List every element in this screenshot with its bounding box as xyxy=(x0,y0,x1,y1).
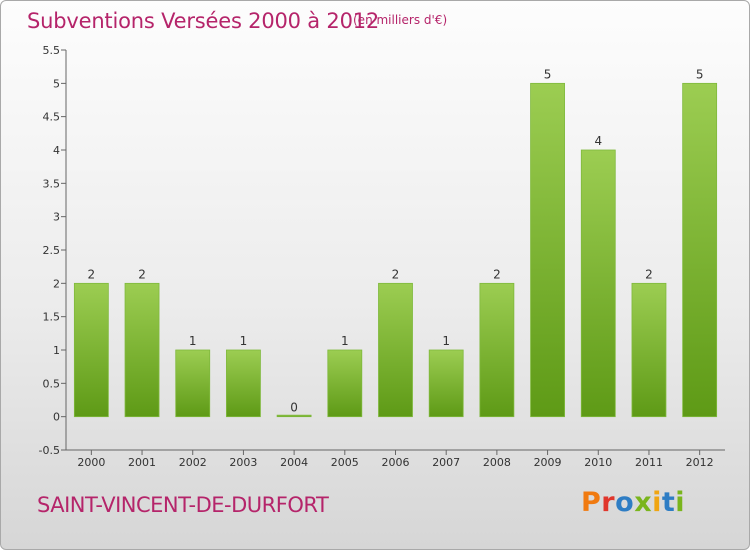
x-tick-label: 2002 xyxy=(179,456,207,469)
y-tick-label: 0.5 xyxy=(43,377,61,390)
data-label: 1 xyxy=(341,334,349,348)
bar xyxy=(175,349,211,418)
bar xyxy=(428,349,464,418)
y-tick-label: 2.5 xyxy=(43,244,61,257)
commune-name: SAINT-VINCENT-DE-DURFORT xyxy=(37,493,329,517)
data-label: 0 xyxy=(290,401,298,415)
logo-letter: x xyxy=(634,487,653,518)
data-label: 1 xyxy=(442,334,450,348)
y-tick-label: 5 xyxy=(53,77,60,90)
logo-letter: i xyxy=(675,487,686,518)
y-tick-label: 5.5 xyxy=(43,44,61,57)
x-tick-label: 2007 xyxy=(432,456,460,469)
bar xyxy=(682,82,718,418)
x-tick-label: 2004 xyxy=(280,456,308,469)
chart-title: Subventions Versées 2000 à 2012 xyxy=(27,9,380,33)
y-tick-label: 1 xyxy=(53,344,60,357)
x-tick-label: 2005 xyxy=(331,456,359,469)
logo-letter: t xyxy=(661,487,676,518)
data-label: 2 xyxy=(392,267,400,281)
y-tick-label: 3.5 xyxy=(43,177,61,190)
data-label: 1 xyxy=(189,334,197,348)
x-tick-label: 2001 xyxy=(128,456,156,469)
logo-letter: i xyxy=(652,487,662,518)
data-label: 5 xyxy=(544,67,552,81)
data-label: 2 xyxy=(645,267,653,281)
logo-letter: o xyxy=(615,487,635,518)
y-tick-label: 0 xyxy=(53,411,60,424)
x-tick-label: 2009 xyxy=(534,456,562,469)
y-tick-label: 4 xyxy=(53,144,60,157)
y-tick-label: -0.5 xyxy=(39,444,60,457)
x-tick-label: 2012 xyxy=(686,456,714,469)
bar xyxy=(378,282,413,418)
x-tick-label: 2010 xyxy=(584,456,612,469)
bar xyxy=(631,282,667,418)
bar xyxy=(580,149,616,418)
bar xyxy=(327,349,363,418)
logo-letter: r xyxy=(601,487,616,518)
bar xyxy=(276,414,312,418)
y-tick-label: 1.5 xyxy=(43,311,61,324)
data-label: 4 xyxy=(594,134,602,148)
y-tick-label: 2 xyxy=(53,277,60,290)
data-label: 2 xyxy=(138,267,146,281)
bar xyxy=(530,82,565,418)
bar xyxy=(479,282,515,418)
data-label: 1 xyxy=(240,334,248,348)
x-tick-label: 2011 xyxy=(635,456,663,469)
y-tick-label: 4.5 xyxy=(43,111,61,124)
x-tick-label: 2000 xyxy=(77,456,105,469)
proxiti-logo[interactable]: Proxiti xyxy=(581,487,685,518)
bar xyxy=(73,282,109,418)
logo-letter: P xyxy=(581,487,602,518)
data-label: 2 xyxy=(493,267,501,281)
data-label: 5 xyxy=(696,67,704,81)
x-tick-label: 2006 xyxy=(382,456,410,469)
x-tick-label: 2003 xyxy=(229,456,257,469)
bar xyxy=(124,282,160,418)
bar xyxy=(226,349,261,418)
x-tick-label: 2008 xyxy=(483,456,511,469)
data-label: 2 xyxy=(88,267,96,281)
chart-unit-label: (en milliers d'€) xyxy=(353,13,448,27)
y-tick-label: 3 xyxy=(53,211,60,224)
